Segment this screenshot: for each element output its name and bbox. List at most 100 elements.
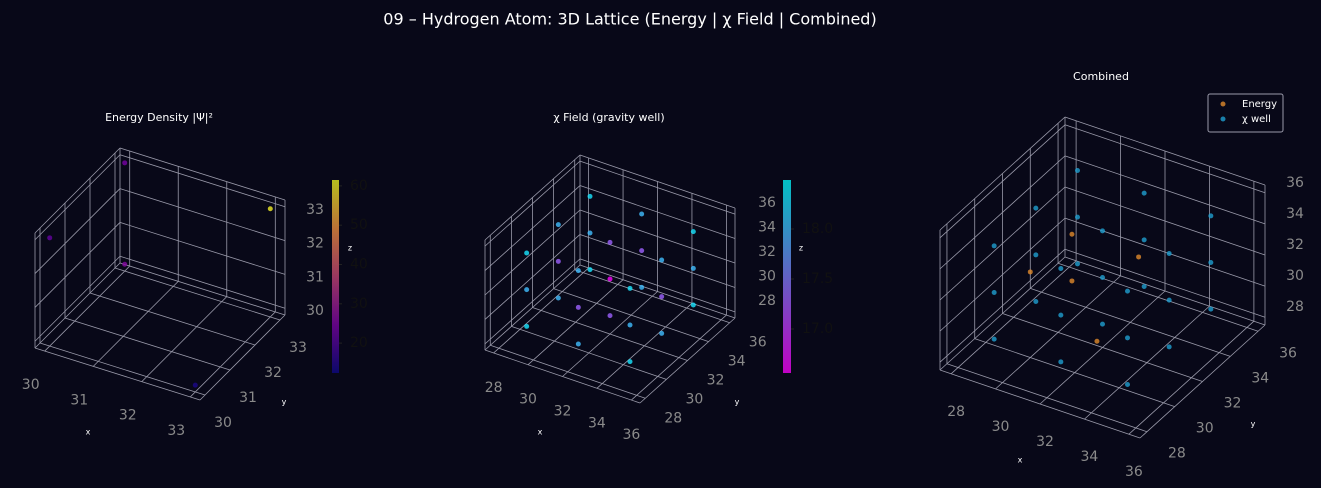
point	[1166, 297, 1172, 303]
point	[524, 287, 530, 293]
grid-line	[64, 317, 231, 371]
grid-line	[484, 185, 581, 271]
grid-line	[1030, 288, 1231, 357]
grid-line	[490, 344, 646, 399]
point	[587, 267, 593, 273]
pane-edge	[199, 314, 286, 401]
grid-line	[553, 288, 709, 342]
subplot-title: Energy Density |Ψ|²	[105, 111, 213, 124]
point	[1075, 168, 1080, 173]
grid-line	[119, 188, 286, 241]
grid-line	[579, 209, 736, 264]
grid-line	[34, 188, 121, 274]
legend-label: χ well	[1242, 114, 1271, 125]
grid-line	[44, 265, 130, 352]
grid-line	[119, 222, 286, 275]
z-tick-label: 34	[758, 220, 776, 236]
point	[991, 336, 997, 342]
grid-line	[579, 160, 736, 215]
point	[1058, 266, 1064, 271]
point	[991, 243, 997, 249]
point	[575, 341, 581, 347]
point	[1033, 252, 1039, 258]
grid-line	[89, 292, 256, 346]
point	[1166, 344, 1172, 350]
point	[659, 257, 665, 263]
y-axis-label: y	[282, 398, 287, 407]
point	[627, 322, 633, 328]
grid-line	[1064, 124, 1266, 194]
grid-line	[34, 154, 121, 241]
x-tick-label: 31	[70, 392, 88, 408]
legend-box	[1207, 93, 1284, 133]
x-tick-label: 30	[22, 377, 40, 393]
point	[575, 268, 581, 274]
colorbar-tick-label: 20	[350, 335, 368, 351]
point	[690, 265, 696, 271]
point	[524, 323, 530, 329]
grid-line	[119, 154, 286, 208]
pane-edge	[34, 262, 121, 349]
point	[1125, 335, 1130, 341]
point	[690, 229, 696, 235]
point	[1141, 190, 1147, 196]
figure-title: 09 – Hydrogen Atom: 3D Lattice (Energy |…	[383, 10, 876, 29]
z-tick-label: 34	[1286, 206, 1304, 222]
point	[1100, 275, 1105, 280]
legend-marker	[1220, 116, 1226, 122]
grid-line	[1002, 313, 1203, 382]
colorbar-tick-label: 40	[350, 257, 368, 273]
x-tick-label: 30	[992, 419, 1010, 435]
y-tick-label: 36	[749, 335, 767, 351]
z-tick-label: 30	[306, 303, 324, 319]
x-tick-label: 36	[622, 427, 640, 443]
y-axis-label: y	[1251, 420, 1256, 429]
x-tick-label: 32	[119, 408, 137, 424]
grid-line	[939, 217, 1066, 332]
grid-line	[484, 258, 581, 345]
y-tick-label: 30	[1196, 421, 1214, 437]
grid-line	[1064, 217, 1266, 287]
point	[1136, 254, 1142, 260]
grid-line	[92, 281, 179, 367]
colorbar-tick-label: 30	[350, 296, 368, 312]
x-tick-label: 34	[1081, 449, 1099, 465]
point	[555, 222, 561, 228]
x-tick-label: 33	[167, 423, 185, 439]
point	[1125, 382, 1130, 387]
colorbar-label: z	[799, 244, 803, 253]
point	[555, 258, 561, 264]
colorbar-tick-label: 17.5	[802, 271, 833, 287]
pane-edge	[34, 347, 201, 401]
point	[1069, 278, 1075, 284]
point	[524, 250, 530, 256]
grid-line	[190, 311, 276, 398]
grid-line	[1057, 262, 1259, 332]
point	[555, 295, 561, 301]
z-tick-label: 32	[758, 244, 776, 260]
point	[639, 211, 645, 217]
y-tick-label: 28	[664, 410, 682, 426]
point	[267, 206, 273, 212]
y-tick-label: 34	[1251, 370, 1269, 386]
grid-line	[511, 326, 667, 380]
grid-line	[39, 342, 206, 396]
x-axis-label: x	[538, 428, 543, 437]
y-tick-label: 32	[264, 365, 282, 381]
point	[1100, 228, 1105, 234]
point	[575, 304, 581, 310]
point	[607, 276, 613, 282]
x-axis-label: x	[86, 428, 91, 437]
grid-line	[939, 155, 1066, 270]
subplot-title: Combined	[1073, 70, 1129, 83]
point	[690, 302, 696, 308]
grid-line	[579, 258, 736, 313]
grid-line	[484, 160, 581, 247]
point	[122, 160, 128, 166]
z-tick-label: 32	[306, 236, 324, 252]
y-tick-label: 32	[707, 373, 725, 389]
grid-line	[939, 248, 1066, 363]
point	[1100, 321, 1105, 327]
z-tick-label: 30	[1286, 268, 1304, 284]
